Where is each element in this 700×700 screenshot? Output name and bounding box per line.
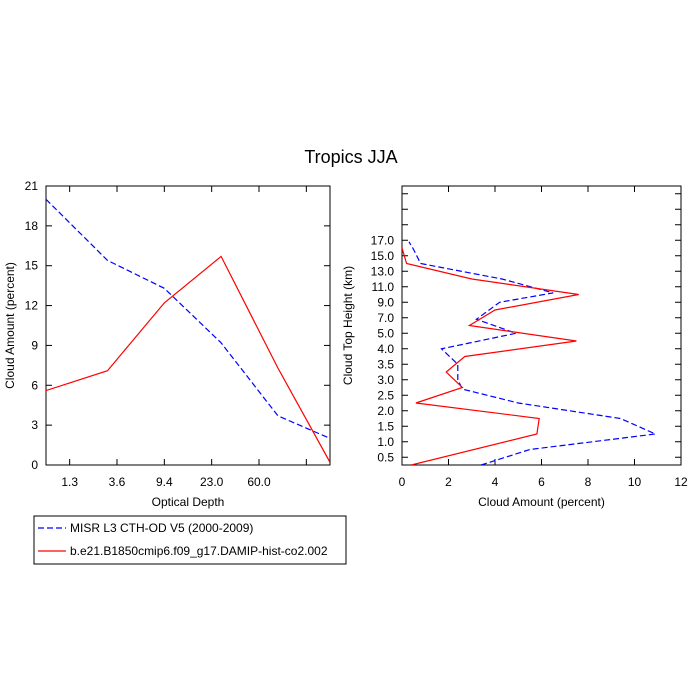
x-tick-label: 3.6 <box>109 475 126 489</box>
y-tick-label: 3.5 <box>377 357 394 371</box>
x-tick-label: 1.3 <box>61 475 78 489</box>
y-tick-label: 4.0 <box>377 342 394 356</box>
x-tick-label: 2 <box>445 475 452 489</box>
x-tick-label: 9.4 <box>156 475 173 489</box>
x-tick-label: 23.0 <box>200 475 224 489</box>
plot-frame <box>401 185 682 466</box>
x-tick-label: 10 <box>628 475 642 489</box>
y-tick-label: 21 <box>25 179 39 193</box>
y-tick-label: 2.0 <box>377 404 394 418</box>
y-tick-label: 13.0 <box>371 264 395 278</box>
series-line-obs <box>46 198 330 439</box>
x-tick-label: 0 <box>399 475 406 489</box>
y-tick-label: 1.5 <box>377 419 394 433</box>
x-axis-title: Cloud Amount (percent) <box>478 495 605 509</box>
y-tick-label: 6 <box>31 378 38 392</box>
y-tick-label: 12 <box>25 299 39 313</box>
x-tick-label: 12 <box>674 475 688 489</box>
series-line-obs <box>408 241 658 465</box>
x-tick-label: 8 <box>585 475 592 489</box>
y-tick-label: 5.0 <box>377 326 394 340</box>
legend-box <box>33 515 347 565</box>
y-axis-title: Cloud Top Height (km) <box>341 266 355 385</box>
x-axis-title: Optical Depth <box>152 495 225 509</box>
legend: MISR L3 CTH-OD V5 (2000-2009) b.e21.B185… <box>33 515 347 565</box>
y-tick-label: 7.0 <box>377 311 394 325</box>
x-tick-label: 60.0 <box>247 475 271 489</box>
y-tick-label: 0 <box>31 458 38 472</box>
x-tick-label: 6 <box>538 475 545 489</box>
plot-frame <box>45 185 331 466</box>
y-tick-label: 1.0 <box>377 435 394 449</box>
y-tick-label: 9 <box>31 338 38 352</box>
y-tick-label: 3.0 <box>377 373 394 387</box>
y-tick-label: 11.0 <box>372 280 395 294</box>
y-tick-label: 0.5 <box>377 450 394 464</box>
y-axis-title: Cloud Amount (percent) <box>3 262 17 389</box>
right-panel: 0 2 4 6 8 10 12 0.51.0 1.52.0 2.53.0 3.54.0 5.07.0 9… <box>341 185 688 509</box>
figure-title: Tropics JJA <box>304 147 397 167</box>
y-tick-label: 18 <box>25 219 39 233</box>
series-line-model <box>402 247 579 465</box>
x-tick-label: 4 <box>492 475 499 489</box>
legend-label-obs: MISR L3 CTH-OD V5 (2000-2009) <box>70 521 253 535</box>
legend-label-model: b.e21.B1850cmip6.f09_g17.DAMIP-hist-co2.… <box>70 544 328 558</box>
y-tick-label: 15 <box>25 259 39 273</box>
y-tick-label: 3 <box>31 418 38 432</box>
y-tick-label: 15.0 <box>371 249 395 263</box>
left-panel: 1.3 3.6 9.4 23.0 60.0 0 3 6 9 12 15 18 21 Optical Dep… <box>3 179 331 509</box>
y-tick-label: 17.0 <box>371 233 395 247</box>
y-tick-label: 2.5 <box>377 388 394 402</box>
series-line-model <box>46 255 330 463</box>
y-tick-label: 9.0 <box>377 295 394 309</box>
